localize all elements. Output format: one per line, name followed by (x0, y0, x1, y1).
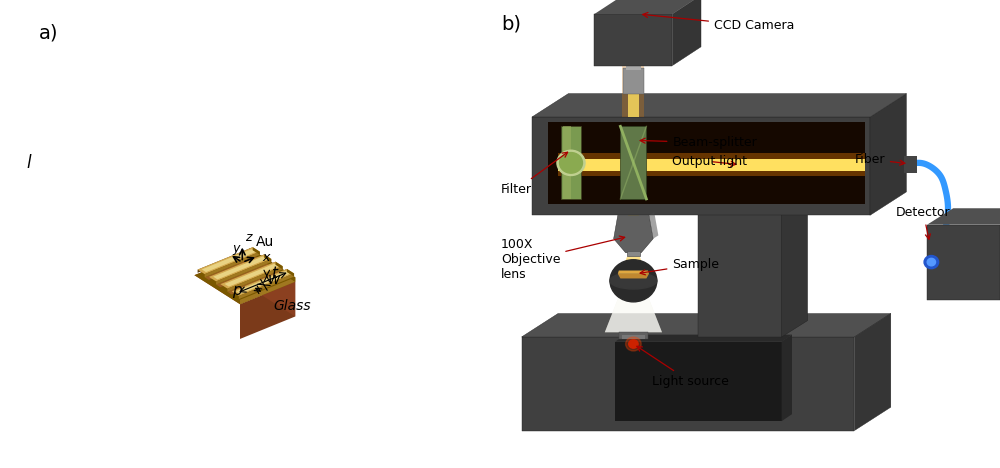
Bar (615, 342, 782, 421)
Polygon shape (782, 161, 808, 337)
Polygon shape (250, 249, 295, 282)
Bar (558, 159, 865, 171)
Polygon shape (198, 247, 260, 274)
Circle shape (560, 153, 582, 173)
Polygon shape (641, 212, 658, 253)
Polygon shape (220, 262, 276, 287)
Polygon shape (216, 262, 276, 287)
Bar (626, 61, 641, 70)
Polygon shape (620, 126, 646, 199)
Polygon shape (605, 292, 662, 332)
Bar (548, 122, 865, 204)
Polygon shape (205, 255, 264, 280)
Polygon shape (619, 256, 648, 278)
Polygon shape (672, 0, 701, 66)
Polygon shape (927, 208, 1000, 225)
Circle shape (927, 258, 936, 266)
Text: l: l (26, 154, 31, 173)
Text: z: z (245, 231, 251, 244)
Polygon shape (227, 266, 283, 292)
Polygon shape (240, 282, 295, 339)
Polygon shape (253, 247, 260, 255)
Text: Sample: Sample (640, 258, 719, 275)
Bar (622, 335, 645, 339)
Polygon shape (240, 278, 295, 304)
Polygon shape (250, 253, 295, 316)
Polygon shape (232, 269, 287, 294)
Text: b): b) (501, 14, 521, 33)
Polygon shape (225, 263, 278, 286)
Text: Fiber: Fiber (854, 153, 905, 166)
Polygon shape (782, 335, 792, 421)
Polygon shape (870, 94, 906, 215)
Polygon shape (194, 253, 295, 304)
Polygon shape (532, 94, 906, 117)
Bar (627, 251, 640, 256)
Polygon shape (194, 253, 295, 304)
Text: x: x (263, 251, 270, 264)
Polygon shape (213, 256, 267, 279)
Circle shape (629, 340, 638, 348)
Polygon shape (561, 126, 581, 199)
Polygon shape (264, 255, 271, 262)
Circle shape (626, 337, 641, 351)
Bar (904, 156, 917, 173)
Polygon shape (216, 259, 271, 285)
Polygon shape (209, 255, 264, 280)
Text: Glass: Glass (274, 299, 311, 313)
Polygon shape (594, 14, 672, 66)
Polygon shape (239, 273, 294, 299)
Polygon shape (236, 271, 290, 294)
Circle shape (610, 260, 657, 302)
Polygon shape (209, 255, 271, 281)
Text: w: w (268, 272, 280, 287)
Text: Output light: Output light (672, 155, 747, 168)
Bar (622, 56, 644, 117)
Text: Filter: Filter (501, 152, 568, 196)
Bar (558, 153, 865, 176)
Text: Detector: Detector (896, 206, 951, 239)
Text: p: p (232, 283, 242, 298)
Polygon shape (276, 262, 283, 269)
Polygon shape (854, 314, 891, 431)
Circle shape (557, 150, 585, 176)
Polygon shape (605, 292, 662, 332)
Bar (623, 68, 644, 94)
Text: 100X
Objective
lens: 100X Objective lens (501, 236, 625, 281)
Bar (563, 126, 571, 199)
Polygon shape (618, 274, 649, 278)
Text: Beam-splitter: Beam-splitter (640, 136, 757, 149)
Text: CCD Camera: CCD Camera (643, 13, 794, 32)
Polygon shape (614, 215, 653, 253)
Polygon shape (227, 269, 287, 294)
Polygon shape (522, 337, 854, 431)
Polygon shape (220, 262, 283, 289)
Polygon shape (202, 249, 256, 272)
Polygon shape (232, 269, 294, 296)
Bar (628, 56, 639, 117)
Polygon shape (205, 252, 260, 277)
Polygon shape (198, 247, 253, 273)
Bar (619, 332, 648, 339)
Polygon shape (698, 161, 808, 178)
Circle shape (924, 256, 939, 269)
Polygon shape (532, 117, 870, 215)
Polygon shape (619, 256, 648, 278)
Polygon shape (698, 178, 782, 337)
Ellipse shape (610, 272, 657, 289)
Polygon shape (250, 249, 295, 282)
Text: Light source: Light source (637, 346, 728, 388)
Bar (628, 215, 639, 253)
Polygon shape (927, 225, 1000, 300)
Text: t: t (271, 266, 277, 281)
Text: y: y (232, 242, 239, 255)
Text: Au: Au (256, 234, 274, 249)
Polygon shape (594, 0, 701, 14)
Polygon shape (287, 269, 294, 277)
Text: a): a) (38, 23, 58, 43)
Polygon shape (618, 271, 649, 274)
Polygon shape (615, 335, 792, 342)
Polygon shape (522, 314, 891, 337)
